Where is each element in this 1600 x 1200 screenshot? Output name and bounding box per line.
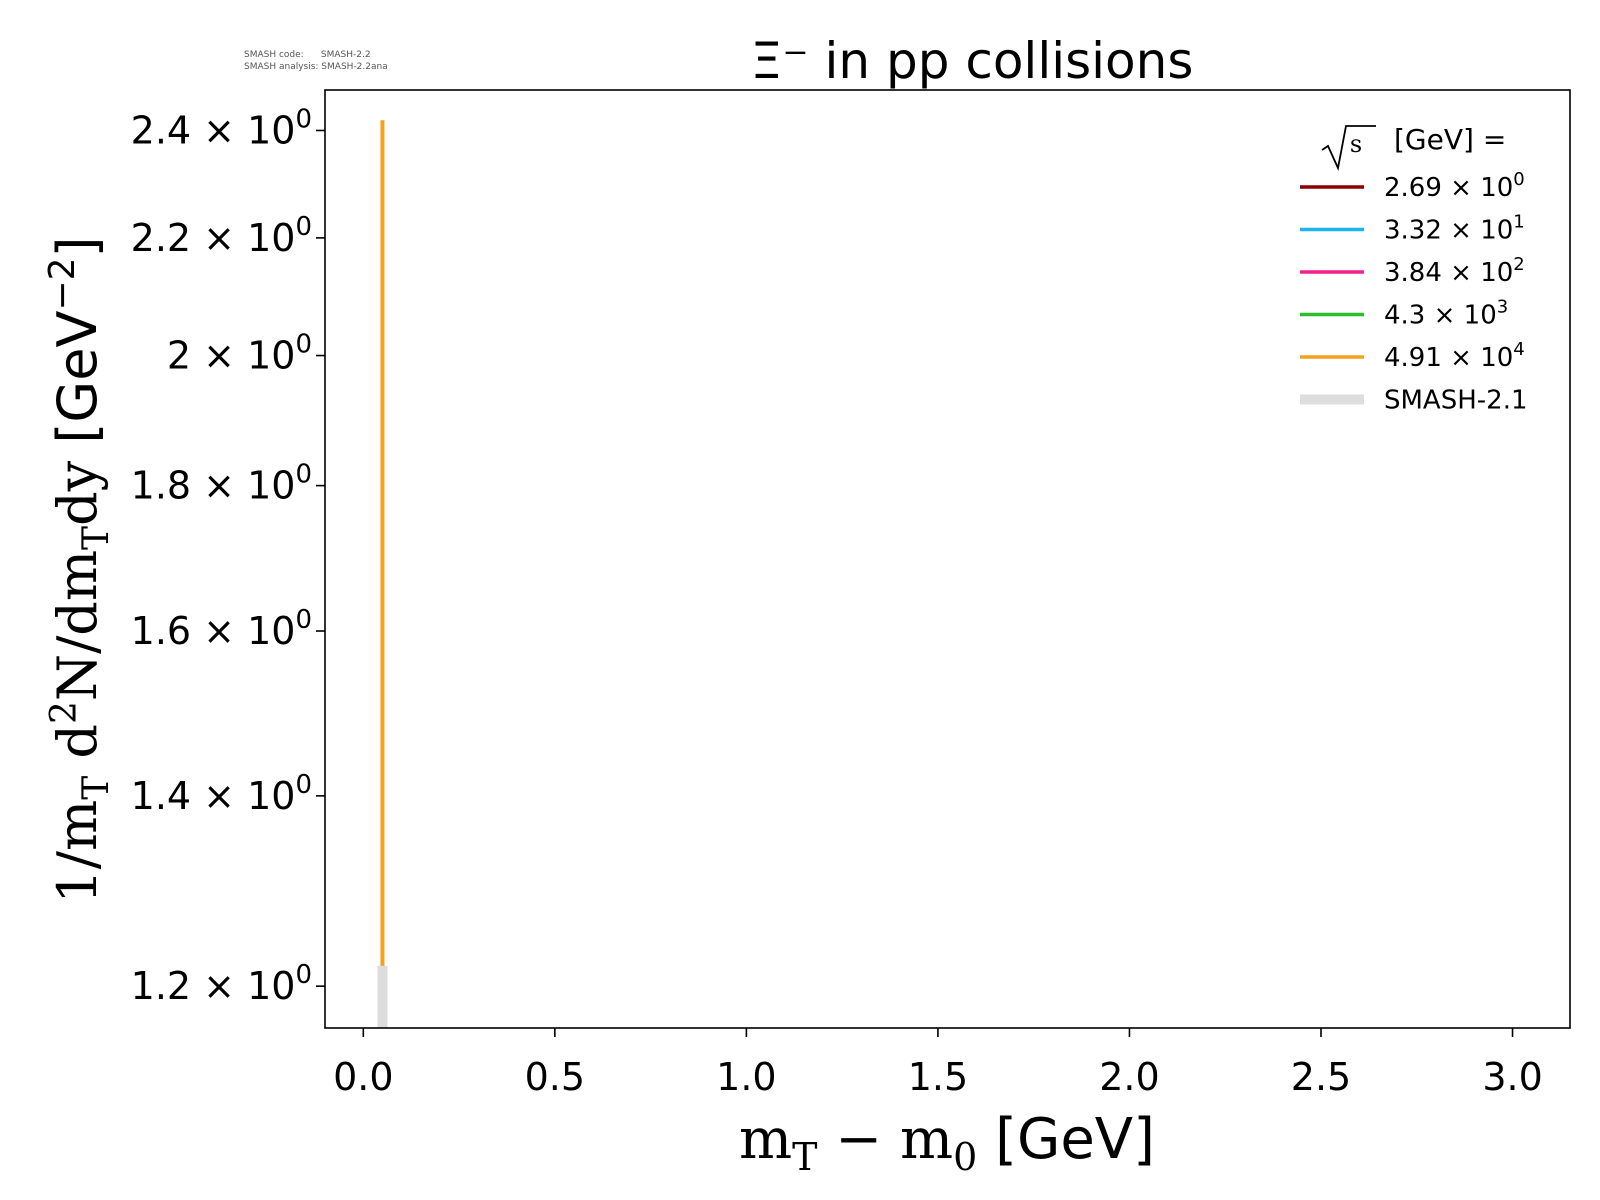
y-axis-label: 1/mT d2N/dmTdy [GeV−2] bbox=[42, 236, 117, 903]
legend-item: 3.84 × 102 bbox=[1300, 254, 1525, 288]
sqrt-s-symbol: s bbox=[1321, 125, 1376, 171]
smash-analysis-version: SMASH analysis: SMASH-2.2ana bbox=[244, 62, 388, 72]
x-tick-label: 1.5 bbox=[908, 1055, 968, 1099]
legend-label: 3.84 × 102 bbox=[1384, 254, 1525, 288]
legend-item: 2.69 × 100 bbox=[1300, 169, 1525, 203]
legend-item: 4.3 × 103 bbox=[1300, 297, 1508, 331]
legend-item: 4.91 × 104 bbox=[1300, 339, 1525, 373]
legend-label: 3.32 × 101 bbox=[1384, 212, 1525, 246]
legend-title-symbol: s bbox=[1350, 130, 1362, 158]
legend-label: 2.69 × 100 bbox=[1384, 169, 1525, 203]
legend-title: [GeV] = bbox=[1394, 123, 1506, 156]
legend: s [GeV] = 2.69 × 100 3.32 × 101 3.84 × 102 4.… bbox=[1300, 123, 1528, 416]
x-tick-label: 0.0 bbox=[333, 1055, 393, 1099]
y-tick-label: 2.2 × 100 bbox=[131, 212, 312, 260]
smash-code-version: SMASH code: SMASH-2.2 bbox=[244, 50, 371, 60]
legend-label: 4.91 × 104 bbox=[1384, 339, 1525, 373]
legend-label: SMASH-2.1 bbox=[1384, 386, 1528, 416]
chart-title: Ξ⁻ in pp collisions bbox=[751, 32, 1194, 90]
x-axis-label: mT − m0 [GeV] bbox=[739, 1107, 1155, 1179]
x-tick-label: 3.0 bbox=[1482, 1055, 1542, 1099]
y-axis: 1.2 × 100 1.4 × 100 1.6 × 100 1.8 × 100 2 × … bbox=[131, 104, 325, 1008]
legend-item: SMASH-2.1 bbox=[1300, 386, 1528, 416]
legend-label: 4.3 × 103 bbox=[1384, 297, 1508, 331]
y-tick-label: 1.2 × 100 bbox=[131, 960, 312, 1008]
x-tick-label: 0.5 bbox=[525, 1055, 585, 1099]
x-tick-label: 2.0 bbox=[1099, 1055, 1159, 1099]
y-tick-label: 2 × 100 bbox=[167, 330, 312, 378]
x-tick-label: 2.5 bbox=[1291, 1055, 1351, 1099]
legend-item: 3.32 × 101 bbox=[1300, 212, 1525, 246]
x-axis: 0.0 0.5 1.0 1.5 2.0 2.5 3.0 bbox=[333, 1028, 1543, 1099]
y-tick-label: 1.8 × 100 bbox=[131, 460, 312, 508]
svg-text:1/mT d2N/dmTdy [GeV−2]: 1/mT d2N/dmTdy [GeV−2] bbox=[42, 236, 117, 903]
x-tick-label: 1.0 bbox=[716, 1055, 776, 1099]
plot-frame bbox=[324, 89, 1571, 1029]
y-tick-label: 2.4 × 100 bbox=[131, 104, 312, 152]
y-tick-label: 1.6 × 100 bbox=[131, 605, 312, 653]
y-tick-label: 1.4 × 100 bbox=[131, 770, 312, 818]
